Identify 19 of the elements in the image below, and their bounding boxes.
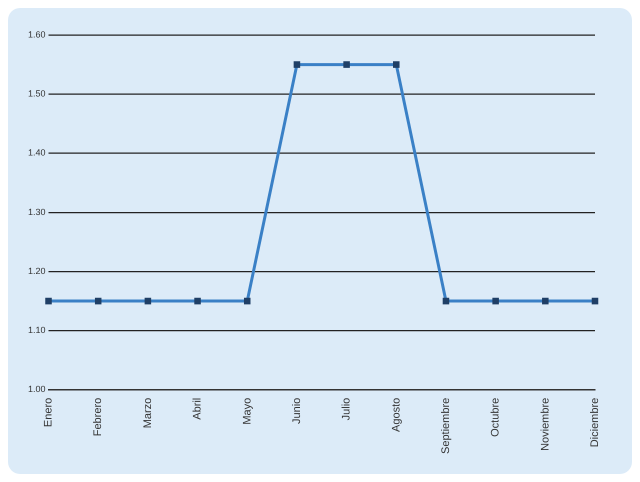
y-tick-label: 1.60 — [28, 29, 46, 40]
x-tick-label: Julio — [340, 398, 353, 420]
x-tick-label: Diciembre — [589, 398, 602, 448]
y-tick-label: 1.10 — [28, 325, 46, 336]
y-tick-label: 1.40 — [28, 148, 46, 158]
x-tick-label: Enero — [42, 398, 55, 428]
x-tick-label: Mayo — [241, 398, 254, 425]
x-tick-label: Febrero — [92, 398, 104, 436]
x-tick-label: Abril — [192, 398, 204, 420]
x-tick-label: Junio — [290, 398, 303, 424]
x-tick-label: Septiembre — [440, 398, 452, 454]
x-tick-label: Noviembre — [539, 398, 552, 451]
y-tick-label: 1.20 — [28, 266, 46, 276]
y-tick-label: 1.30 — [28, 206, 46, 217]
x-tick-label: Agosto — [390, 398, 402, 432]
x-tick-label: Marzo — [142, 398, 154, 428]
y-tick-label: 1.00 — [28, 384, 46, 394]
y-tick-label: 1.50 — [28, 88, 46, 99]
x-tick-label: Octubre — [490, 398, 502, 437]
